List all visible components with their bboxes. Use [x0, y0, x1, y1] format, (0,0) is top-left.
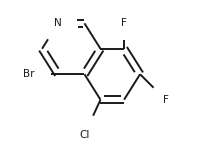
- Text: Cl: Cl: [79, 130, 89, 140]
- Text: Br: Br: [23, 69, 34, 79]
- Text: N: N: [54, 18, 62, 28]
- Text: F: F: [121, 18, 126, 28]
- Text: F: F: [162, 95, 168, 105]
